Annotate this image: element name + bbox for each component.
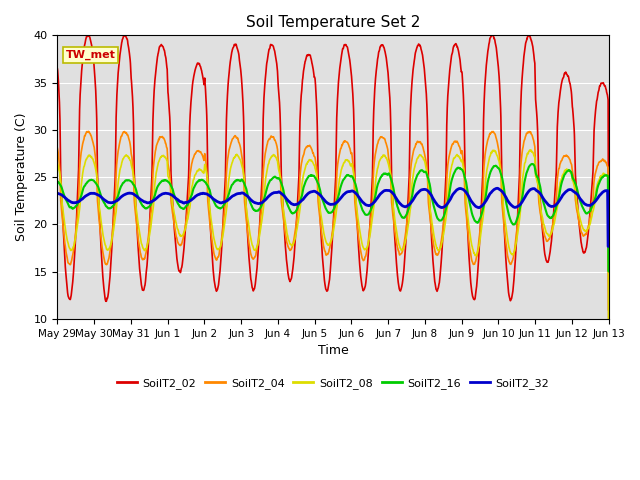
SoilT2_16 <box>361 211 369 217</box>
SoilT2_16 <box>528 161 536 167</box>
SoilT2_32 <box>493 185 501 191</box>
SoilT2_08 <box>207 217 215 223</box>
Line: SoilT2_04: SoilT2_04 <box>58 132 609 332</box>
SoilT2_16 <box>605 268 612 274</box>
SoilT2_32 <box>207 194 215 200</box>
SoilT2_32 <box>572 190 579 195</box>
Title: Soil Temperature Set 2: Soil Temperature Set 2 <box>246 15 420 30</box>
SoilT2_32 <box>349 188 356 194</box>
SoilT2_08 <box>361 247 369 252</box>
SoilT2_08 <box>54 161 61 167</box>
X-axis label: Time: Time <box>317 344 348 357</box>
SoilT2_04 <box>54 145 61 151</box>
SoilT2_04 <box>83 129 91 134</box>
SoilT2_32 <box>556 197 564 203</box>
SoilT2_02 <box>525 32 533 38</box>
SoilT2_02 <box>54 66 61 72</box>
SoilT2_02 <box>556 89 564 95</box>
Text: TW_met: TW_met <box>66 50 116 60</box>
SoilT2_32 <box>361 201 369 207</box>
Legend: SoilT2_02, SoilT2_04, SoilT2_08, SoilT2_16, SoilT2_32: SoilT2_02, SoilT2_04, SoilT2_08, SoilT2_… <box>113 373 554 393</box>
SoilT2_02 <box>572 172 579 178</box>
SoilT2_04 <box>556 161 564 167</box>
SoilT2_04 <box>605 329 612 335</box>
SoilT2_02 <box>493 51 501 57</box>
SoilT2_32 <box>54 191 61 196</box>
SoilT2_08 <box>526 147 534 153</box>
SoilT2_16 <box>572 181 579 187</box>
SoilT2_04 <box>572 198 579 204</box>
SoilT2_08 <box>493 153 501 158</box>
SoilT2_08 <box>605 332 612 338</box>
SoilT2_04 <box>207 233 215 239</box>
SoilT2_02 <box>349 91 356 97</box>
SoilT2_08 <box>349 165 356 171</box>
SoilT2_02 <box>361 285 369 291</box>
SoilT2_02 <box>207 236 215 242</box>
SoilT2_16 <box>349 175 356 180</box>
Line: SoilT2_02: SoilT2_02 <box>58 35 609 310</box>
Line: SoilT2_08: SoilT2_08 <box>58 150 609 335</box>
SoilT2_16 <box>556 187 564 193</box>
SoilT2_04 <box>493 140 501 145</box>
SoilT2_08 <box>572 188 579 194</box>
SoilT2_16 <box>207 193 215 199</box>
Y-axis label: Soil Temperature (C): Soil Temperature (C) <box>15 113 28 241</box>
Line: SoilT2_32: SoilT2_32 <box>58 188 609 246</box>
SoilT2_16 <box>493 164 501 169</box>
SoilT2_08 <box>556 180 564 186</box>
SoilT2_32 <box>604 243 612 249</box>
SoilT2_04 <box>349 161 357 167</box>
SoilT2_32 <box>605 243 612 249</box>
SoilT2_32 <box>493 185 501 191</box>
SoilT2_16 <box>54 179 61 184</box>
Line: SoilT2_16: SoilT2_16 <box>58 164 609 271</box>
SoilT2_02 <box>605 307 612 312</box>
SoilT2_04 <box>361 254 369 260</box>
